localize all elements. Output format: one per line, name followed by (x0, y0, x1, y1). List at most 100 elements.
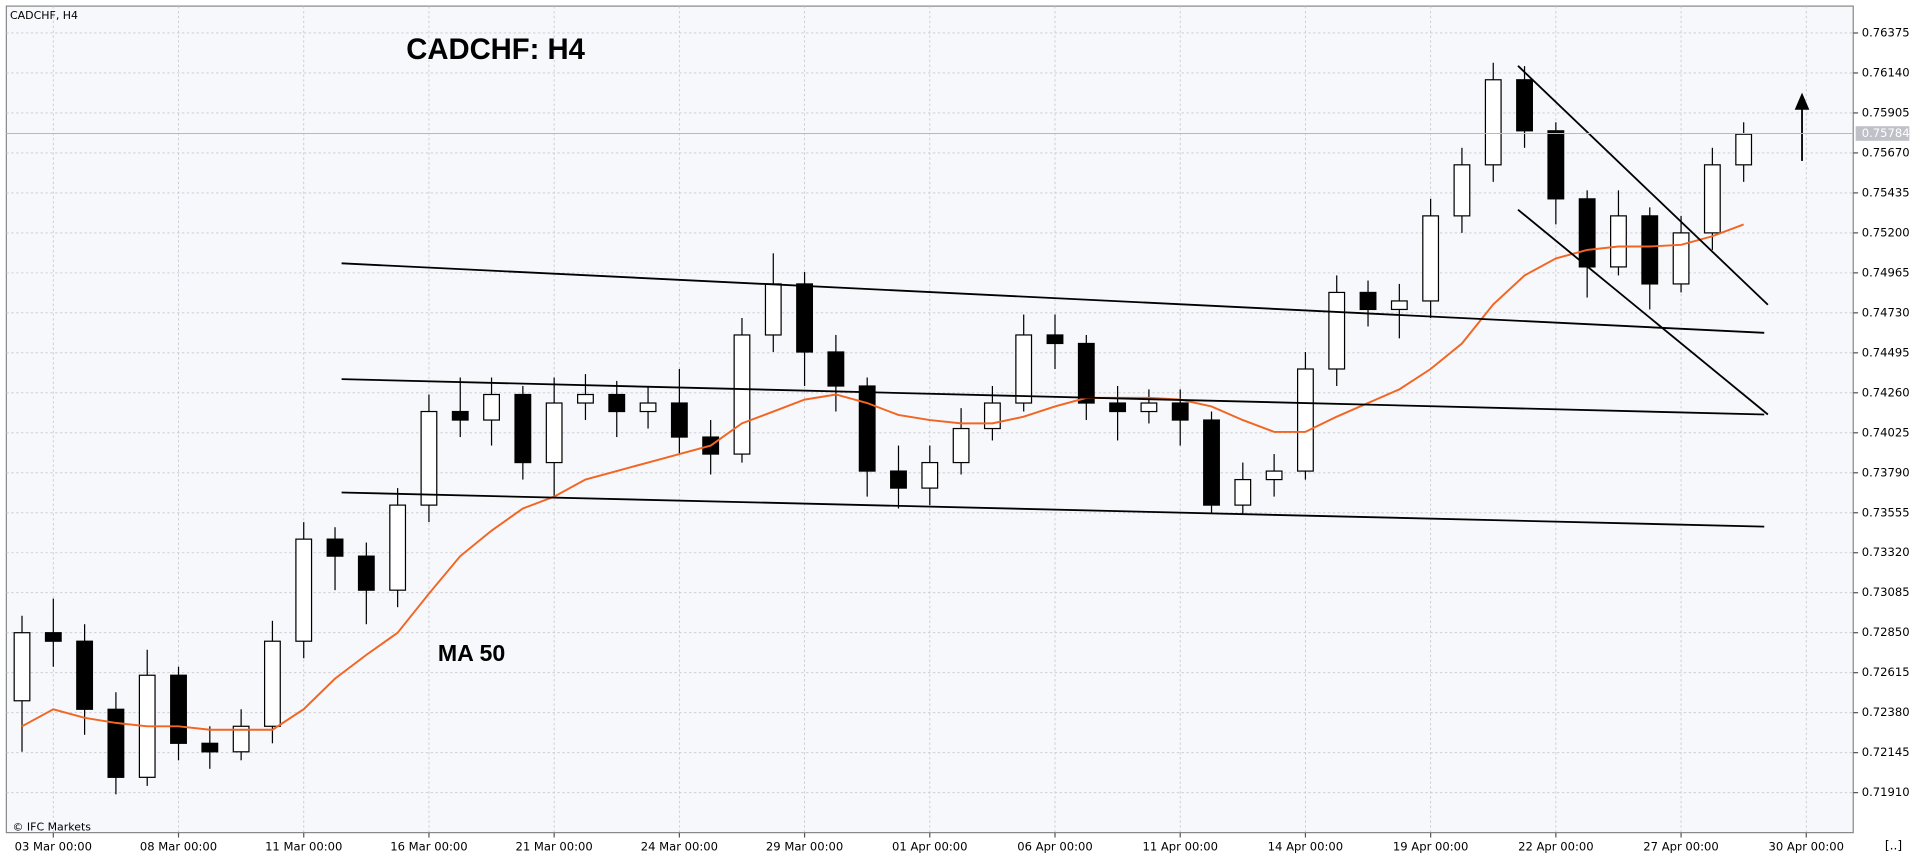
candle-body (1484, 79, 1502, 166)
candle-body (1735, 133, 1753, 166)
candle-body (890, 470, 907, 489)
candle-body (514, 393, 532, 464)
candle-body (1390, 300, 1408, 311)
y-tick-label: 0.76140 (1862, 65, 1910, 79)
instrument-label: CADCHF, H4 (10, 9, 78, 22)
y-tick-label: 0.75670 (1862, 145, 1910, 159)
candle-body (639, 402, 657, 413)
corner-label: [..] (1885, 839, 1902, 853)
candle-body (1516, 79, 1533, 132)
candle-body (1296, 368, 1314, 472)
y-tick-label: 0.73320 (1862, 545, 1910, 559)
arrow-head (1794, 92, 1810, 110)
channel-top (341, 262, 1765, 334)
candle-body (952, 427, 970, 464)
last-price-label: 0.75784 (1862, 126, 1910, 140)
candle-body (232, 725, 250, 753)
candle-body (1547, 130, 1565, 200)
candle-body (263, 640, 281, 727)
x-tick-label: 08 Mar 00:00 (140, 840, 217, 854)
y-tick-label: 0.74965 (1862, 265, 1910, 279)
chart-title: CADCHF: H4 (406, 34, 585, 66)
channel-middle (341, 378, 1765, 416)
trendlines (341, 65, 1810, 528)
candle-body (545, 402, 563, 464)
y-tick-label: 0.73790 (1862, 465, 1910, 479)
y-tick-label: 0.76375 (1862, 25, 1910, 39)
y-tick-label: 0.75200 (1862, 225, 1910, 239)
x-tick-label: 14 Apr 00:00 (1268, 840, 1343, 854)
x-tick-label: 11 Apr 00:00 (1142, 840, 1218, 854)
y-tick-label: 0.72850 (1862, 625, 1910, 639)
wedge-bottom (1517, 208, 1769, 416)
candle-body (983, 402, 1001, 430)
y-tick-label: 0.72145 (1862, 745, 1910, 759)
candle-body (577, 393, 594, 404)
candle-body (1234, 478, 1252, 506)
candle-body (608, 393, 626, 413)
candle-body (1703, 164, 1721, 234)
candle-body (107, 708, 125, 778)
x-tick-label: 21 Mar 00:00 (515, 840, 592, 854)
candle-body (1046, 334, 1064, 345)
candle-body (357, 555, 375, 591)
x-tick-label: 19 Apr 00:00 (1393, 840, 1469, 854)
ma-annotation: MA 50 (438, 640, 505, 666)
y-tick-label: 0.72380 (1862, 705, 1910, 719)
y-tick-label: 0.72615 (1862, 665, 1910, 679)
candle-body (764, 283, 782, 336)
x-tick-label: 03 Mar 00:00 (15, 840, 92, 854)
candle-body (326, 538, 344, 557)
x-tick-label: 01 Apr 00:00 (892, 840, 968, 854)
candle-body (1015, 334, 1033, 404)
candle-body (1265, 470, 1283, 481)
y-tick-label: 0.71910 (1862, 785, 1910, 799)
candle-body (44, 632, 62, 642)
last-price-box (1855, 126, 1910, 141)
candle-body (1359, 291, 1377, 311)
candle-body (1453, 164, 1471, 217)
candle-body (1422, 215, 1440, 302)
candle-body (1077, 342, 1095, 404)
x-tick-label: 06 Apr 00:00 (1017, 840, 1093, 854)
candle-body (389, 504, 407, 591)
candle-body (295, 538, 313, 642)
y-tick-label: 0.75905 (1862, 105, 1910, 119)
candle-body (921, 461, 939, 489)
ma-line (21, 223, 1744, 731)
y-tick-label: 0.74495 (1862, 345, 1910, 359)
candle-body (827, 351, 845, 387)
y-tick-label: 0.74730 (1862, 305, 1910, 319)
candle-body (1109, 402, 1127, 413)
candle-body (1610, 215, 1627, 268)
candle-body (483, 393, 500, 421)
candle-body (796, 283, 814, 353)
candles (13, 62, 1753, 795)
candle-body (733, 334, 751, 455)
candle-body (1641, 215, 1659, 285)
channel-bottom (341, 491, 1765, 528)
y-tick-label: 0.74025 (1862, 425, 1910, 439)
candle-body (1578, 198, 1596, 268)
candle-body (201, 742, 219, 753)
candle-body (1171, 402, 1189, 421)
x-tick-label: 11 Mar 00:00 (265, 840, 342, 854)
x-tick-label: 24 Mar 00:00 (641, 840, 718, 854)
wedge-top (1517, 65, 1769, 306)
y-tick-label: 0.74260 (1862, 385, 1910, 399)
candle-body (858, 385, 876, 472)
candle-body (76, 640, 94, 710)
y-tick-label: 0.75435 (1862, 185, 1910, 199)
x-tick-label: 27 Apr 00:00 (1643, 840, 1719, 854)
candle-body (670, 402, 688, 438)
candle-body (1203, 419, 1220, 506)
x-tick-label: 16 Mar 00:00 (390, 840, 467, 854)
x-tick-label: 22 Apr 00:00 (1518, 840, 1593, 854)
copyright: © IFC Markets (12, 821, 91, 834)
candle-body (170, 674, 187, 744)
candle-body (1672, 232, 1690, 285)
y-tick-label: 0.73555 (1862, 505, 1910, 519)
candle-body (1140, 402, 1158, 413)
candle-body (1328, 291, 1346, 370)
